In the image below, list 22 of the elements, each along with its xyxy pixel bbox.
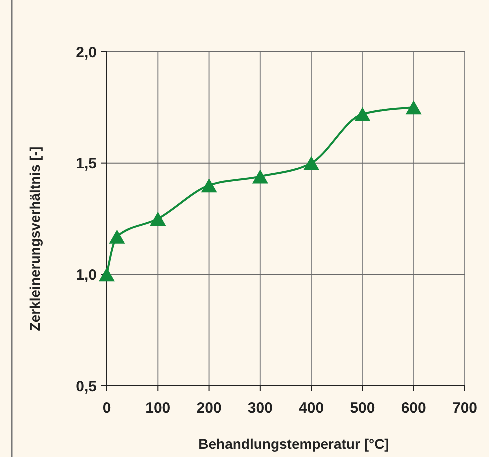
y-axis-title: Zerkleinerungsverhältnis [-] [27, 146, 43, 332]
point [109, 230, 126, 244]
point [99, 268, 115, 282]
x-tick-label: 600 [401, 400, 426, 417]
x-tick-label: 200 [196, 400, 222, 417]
point [150, 212, 166, 226]
point [406, 100, 422, 115]
x-tick-label: 300 [248, 400, 273, 417]
point [354, 107, 371, 122]
y-tick-label: 2,0 [76, 44, 97, 62]
point [201, 178, 218, 193]
x-tick-label: 400 [299, 400, 324, 417]
y-tick-label: 0,5 [76, 378, 97, 396]
y-tick-label: 1,5 [76, 156, 97, 173]
point [304, 156, 320, 170]
x-tick-label: 0 [102, 400, 112, 417]
x-axis-title: Behandlungstemperatur [°C] [198, 436, 390, 452]
x-tick-label: 700 [452, 400, 478, 417]
x-tick-label: 100 [146, 400, 171, 417]
y-tick-label: 1,0 [76, 266, 97, 284]
point [252, 170, 268, 184]
x-tick-label: 500 [350, 400, 376, 417]
